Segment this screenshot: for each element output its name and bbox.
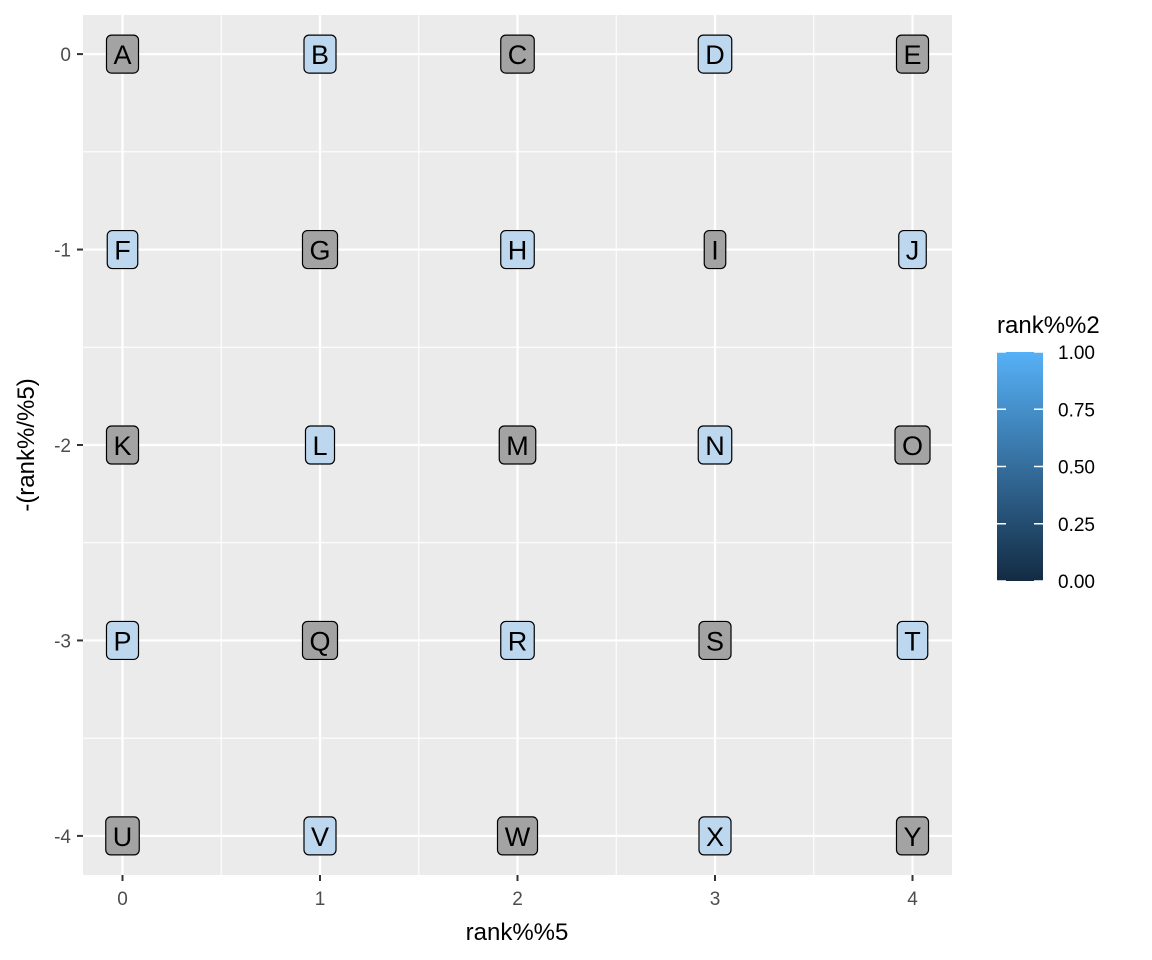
label-point: O [894,425,931,465]
y-axis-title: -(rank%/%5) [13,378,40,511]
label-point-text: D [705,40,725,70]
label-point: H [500,229,535,270]
label-point-box [496,816,539,856]
fill-legend: rank%%2 1.00 0.75 0.50 0.25 0.00 [997,312,1100,593]
label-point-box [697,425,733,465]
label-point: A [105,34,140,74]
label-point: W [496,816,539,856]
label-point-box [500,229,535,270]
label-point-box [105,620,140,661]
label-point-text: S [706,626,724,656]
label-point-box [894,425,931,465]
label-points: A B C D E F G H I J K L M N O P Q R S T U V W X Y [105,34,931,856]
label-point-text: K [113,431,131,461]
label-point: G [301,229,339,270]
label-point-text: A [113,40,131,70]
label-point: X [698,816,732,856]
label-point-box [697,34,733,74]
label-point-text: L [312,431,327,461]
legend-tick-label: 1.00 [1058,343,1095,364]
label-point-box [500,620,535,661]
legend-title: rank%%2 [997,312,1100,339]
label-point-text: E [903,40,921,70]
legend-ticks: 1.00 0.75 0.50 0.25 0.00 [997,343,1095,593]
label-point-text: H [508,236,528,266]
label-point-text: V [311,822,329,852]
label-point-box [895,34,930,74]
label-point: N [697,425,733,465]
label-point: M [498,425,537,465]
label-point: K [105,425,140,465]
label-point-text: I [711,236,719,266]
label-point-box [703,229,727,270]
label-point-box [303,816,337,856]
x-tick-label: 0 [117,889,128,910]
x-tick-label: 1 [315,889,326,910]
label-point-text: O [902,431,923,461]
label-point: U [105,816,140,856]
label-point-box [500,34,535,74]
label-point-box [301,620,339,661]
label-point-text: B [311,40,329,70]
label-point-text: X [706,822,724,852]
legend-tick-label: 0.00 [1058,572,1095,593]
label-point: Q [301,620,339,661]
x-axis-title: rank%%5 [466,919,569,946]
label-point-box [105,816,140,856]
label-point: R [500,620,535,661]
y-tick-label: -4 [54,827,71,848]
label-point-text: T [904,626,921,656]
y-tick-label: -3 [54,631,71,652]
label-point-text: J [906,236,920,266]
y-tick-label: 0 [60,45,71,66]
label-point: P [105,620,140,661]
legend-tick-label: 0.25 [1058,515,1095,536]
label-point-text: P [113,626,131,656]
label-point-box [896,620,929,661]
legend-tick-label: 0.75 [1058,400,1095,421]
label-point: B [303,34,337,74]
label-point-text: Y [903,822,921,852]
label-point: V [303,816,337,856]
label-point-box [304,425,336,465]
y-axis: 0 -1 -2 -3 -4 [54,45,83,848]
label-point-box [106,229,139,270]
label-point-box [105,34,140,74]
label-point-text: R [508,626,528,656]
label-point-text: M [506,431,529,461]
label-point-text: C [508,40,528,70]
label-point: L [304,425,336,465]
label-point-text: Q [309,626,330,656]
label-point-text: N [705,431,725,461]
x-tick-label: 3 [710,889,721,910]
label-point-box [895,816,930,856]
legend-tick-label: 0.50 [1058,458,1095,479]
label-point: Y [895,816,930,856]
label-point: J [898,229,927,270]
y-tick-label: -1 [54,241,71,262]
label-point-box [698,816,732,856]
label-point-text: U [113,822,133,852]
x-tick-label: 4 [907,889,918,910]
x-axis: 0 1 2 3 4 [117,875,918,910]
x-tick-label: 2 [512,889,523,910]
label-point: F [106,229,139,270]
label-point-box [898,229,927,270]
label-point: I [703,229,727,270]
label-point: E [895,34,930,74]
label-point: C [500,34,535,74]
label-point: D [697,34,733,74]
label-point-text: F [114,236,131,266]
label-point-box [105,425,140,465]
label-point-box [498,425,537,465]
label-point-box [698,620,732,661]
label-point-text: G [309,236,330,266]
y-tick-label: -2 [54,436,71,457]
label-point-text: W [505,822,531,852]
label-point-box [301,229,339,270]
label-point: S [698,620,732,661]
label-point: T [896,620,929,661]
label-point-box [303,34,337,74]
